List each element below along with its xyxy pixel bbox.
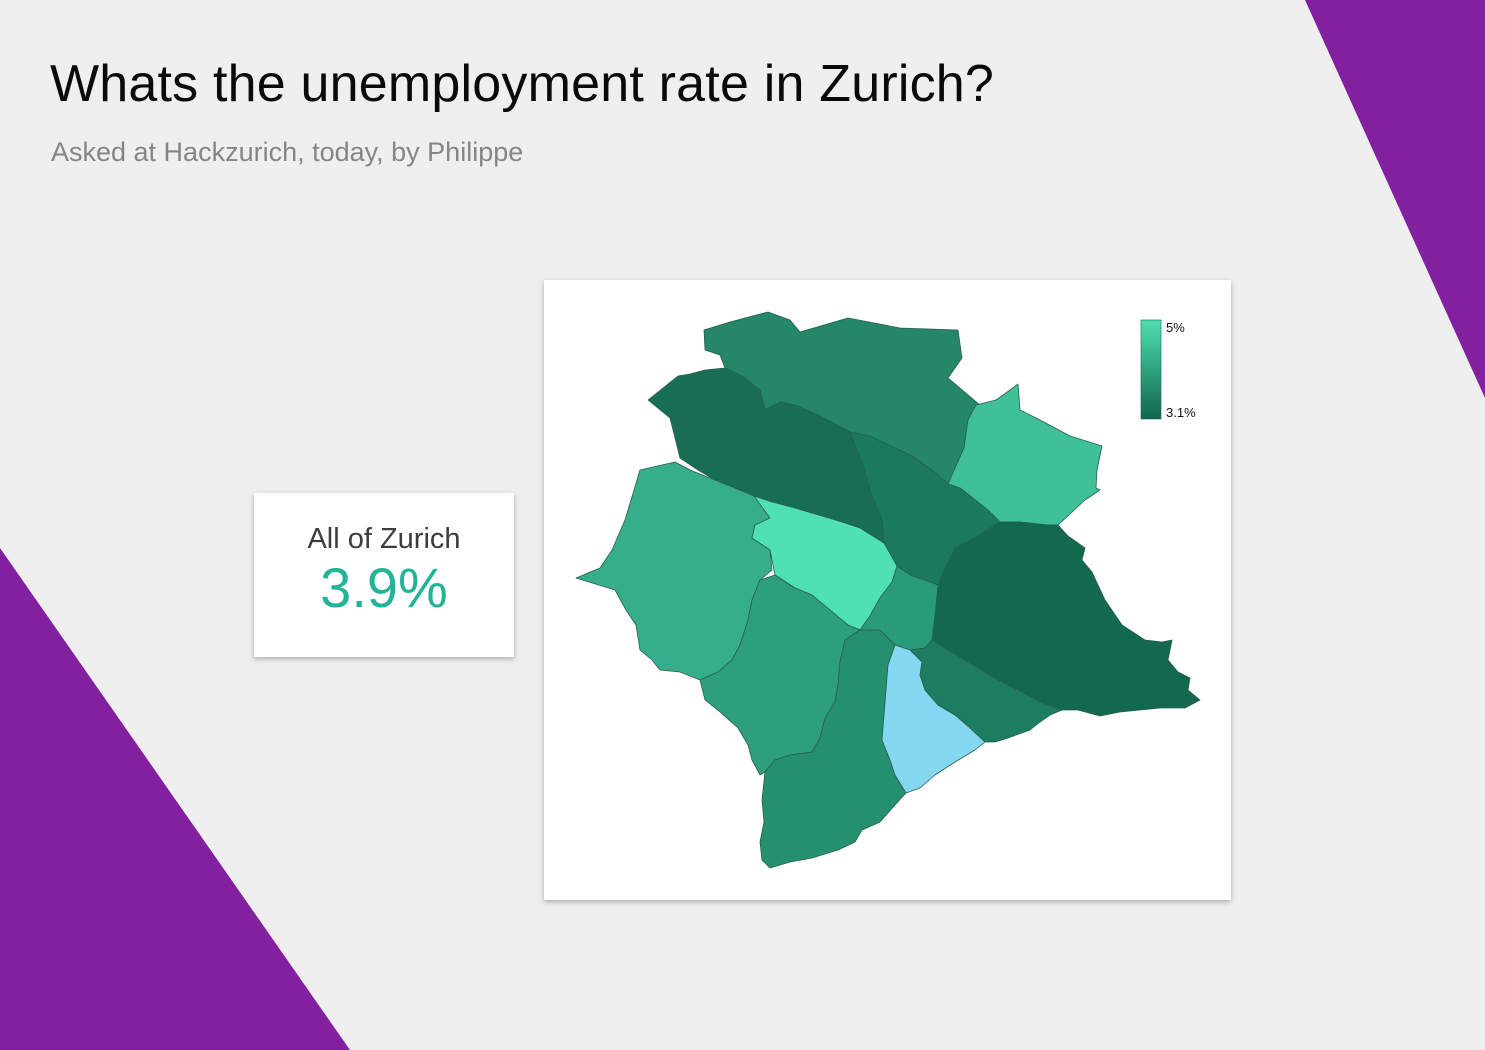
map-card: 5% 3.1% xyxy=(544,280,1231,900)
page-title: Whats the unemployment rate in Zurich? xyxy=(50,55,995,113)
legend-max-label: 5% xyxy=(1166,320,1185,335)
choropleth-map: 5% 3.1% xyxy=(575,311,1201,869)
legend-color-bar xyxy=(1140,319,1162,420)
legend-min-label: 3.1% xyxy=(1166,405,1196,420)
purple-stripe-top-right xyxy=(1305,0,1485,398)
summary-value: 3.9% xyxy=(320,556,448,619)
page-subtitle: Asked at Hackzurich, today, by Philippe xyxy=(51,137,524,167)
summary-card: All of Zurich 3.9% xyxy=(254,493,514,657)
summary-label: All of Zurich xyxy=(307,523,461,555)
district-southeast[interactable] xyxy=(909,639,1063,743)
purple-stripe-bottom-left xyxy=(0,548,350,1050)
